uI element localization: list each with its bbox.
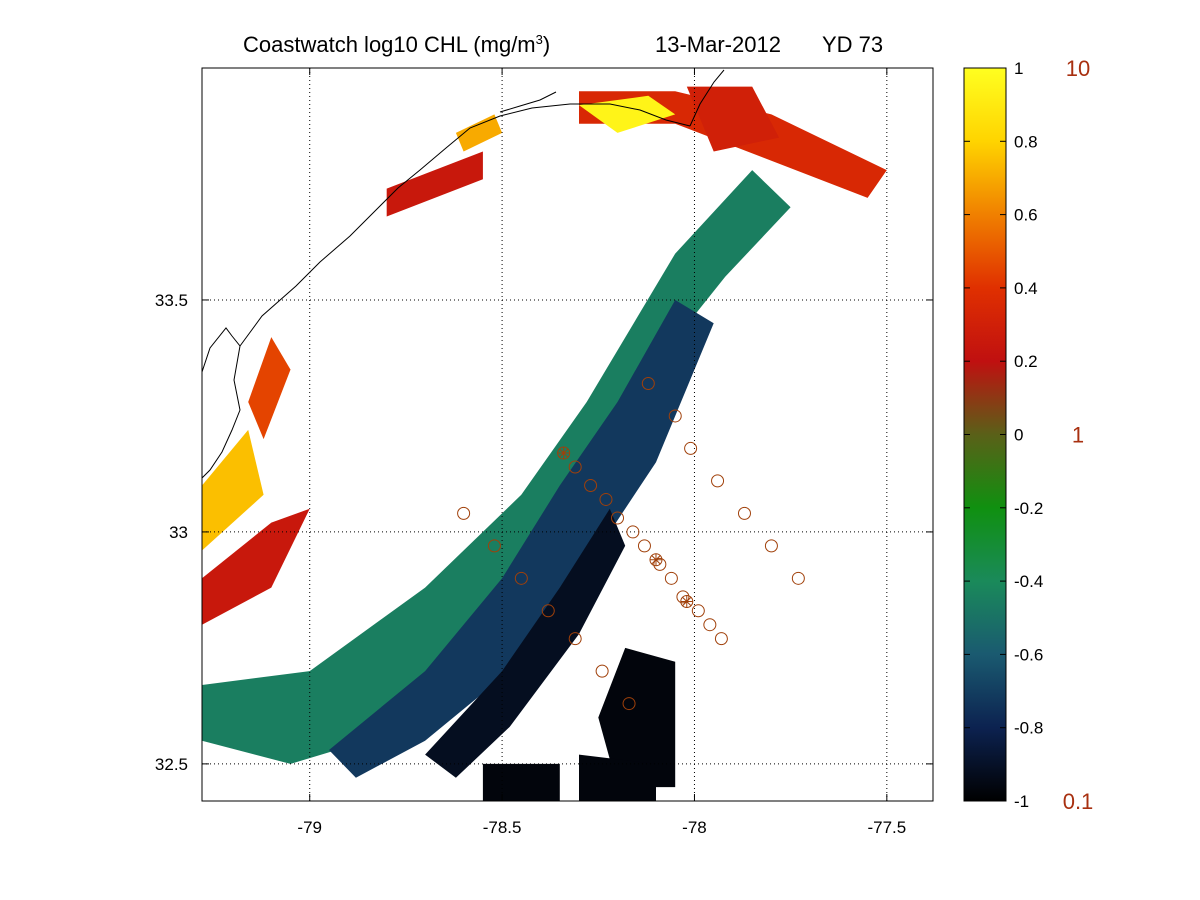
chlorophyll-field: [202, 86, 887, 801]
chart-title-main: Coastwatch log10 CHL (mg/m: [243, 32, 536, 57]
chl-patch-3: [598, 647, 676, 788]
chl-patch-2: [425, 508, 626, 778]
map-axes-box: [201, 67, 934, 802]
station-marker: [691, 604, 705, 618]
chl-patch-7: [686, 86, 780, 152]
colorbar-tick-label: 0.4: [1014, 279, 1038, 298]
station-markers: [457, 376, 805, 711]
chart-title: Coastwatch log10 CHL (mg/m3): [243, 32, 550, 57]
axis-ticks: [202, 68, 933, 801]
chart-yearday: YD 73: [822, 32, 883, 57]
chart-title-superscript: 3: [536, 32, 543, 47]
colorbar-tick-label: -0.6: [1014, 645, 1043, 664]
station-marker: [664, 571, 678, 585]
colorbar-tick-label: 0.8: [1014, 132, 1038, 151]
colorbar-tick-label: 1: [1014, 59, 1023, 78]
colorbar-concentration-labels: 10 1 0.1: [1063, 56, 1094, 814]
station-marker: [684, 441, 698, 455]
x-tick-label: -79: [297, 818, 322, 837]
station-marker: [711, 474, 725, 488]
station-marker: [457, 506, 471, 520]
chl-patch-1: [329, 300, 714, 778]
station-marker: [653, 557, 667, 571]
x-tick-label: -78.5: [483, 818, 522, 837]
chl-patch-5: [482, 763, 560, 801]
station-star-marker: [649, 553, 662, 566]
colorbar-concentration-label: 0.1: [1063, 789, 1094, 814]
colorbar-ticks: [964, 67, 1006, 802]
station-marker: [622, 697, 636, 711]
station-marker: [676, 590, 690, 604]
map-plot-area: [202, 68, 933, 801]
chl-patch-8: [579, 95, 676, 133]
station-marker: [514, 571, 528, 585]
station-marker: [568, 632, 582, 646]
chl-patch-11: [248, 337, 291, 440]
y-axis-tick-labels: 32.5 33 33.5: [155, 291, 188, 774]
chl-patch-13: [455, 114, 503, 152]
colorbar: [963, 67, 1007, 802]
chl-patch-0: [202, 170, 791, 764]
station-marker: [637, 539, 651, 553]
chl-patch-9: [202, 508, 310, 625]
colorbar-tick-label: -0.4: [1014, 572, 1043, 591]
chl-patch-10: [202, 429, 264, 551]
colorbar-tick-label: 0.2: [1014, 352, 1038, 371]
colorbar-tick-label: -0.2: [1014, 499, 1043, 518]
station-marker: [791, 571, 805, 585]
x-tick-label: -77.5: [867, 818, 906, 837]
station-marker: [595, 664, 609, 678]
station-marker: [599, 492, 613, 506]
station-marker: [568, 460, 582, 474]
station-marker: [584, 479, 598, 493]
colorbar-concentration-label: 1: [1072, 423, 1084, 448]
y-tick-label: 33.5: [155, 291, 188, 310]
station-marker: [737, 506, 751, 520]
chl-patch-12: [386, 151, 483, 217]
colorbar-concentration-label: 10: [1066, 56, 1090, 81]
x-axis-tick-labels: -79 -78.5 -78 -77.5: [297, 818, 906, 837]
coastline: [202, 69, 725, 479]
station-marker: [641, 376, 655, 390]
y-tick-label: 32.5: [155, 755, 188, 774]
chart-date: 13-Mar-2012: [655, 32, 781, 57]
station-marker: [714, 632, 728, 646]
station-star-marker: [557, 447, 570, 460]
y-tick-label: 33: [169, 523, 188, 542]
station-marker: [703, 618, 717, 632]
x-tick-label: -78: [682, 818, 707, 837]
station-star-marker: [680, 595, 693, 608]
colorbar-tick-label: 0: [1014, 426, 1023, 445]
station-marker: [626, 525, 640, 539]
colorbar-tick-label: -0.8: [1014, 719, 1043, 738]
station-marker: [668, 409, 682, 423]
station-marker: [487, 539, 501, 553]
colorbar-tick-label: 0.6: [1014, 206, 1038, 225]
chl-patch-4: [579, 754, 656, 801]
station-marker: [764, 539, 778, 553]
colorbar-tick-label: -1: [1014, 792, 1029, 811]
colorbar-tick-labels: -1 -0.8 -0.6 -0.4 -0.2 0 0.2 0.4 0.6 0.8 1: [1014, 59, 1043, 811]
station-marker: [541, 604, 555, 618]
station-marker: [611, 511, 625, 525]
chart-title-close: ): [543, 32, 550, 57]
